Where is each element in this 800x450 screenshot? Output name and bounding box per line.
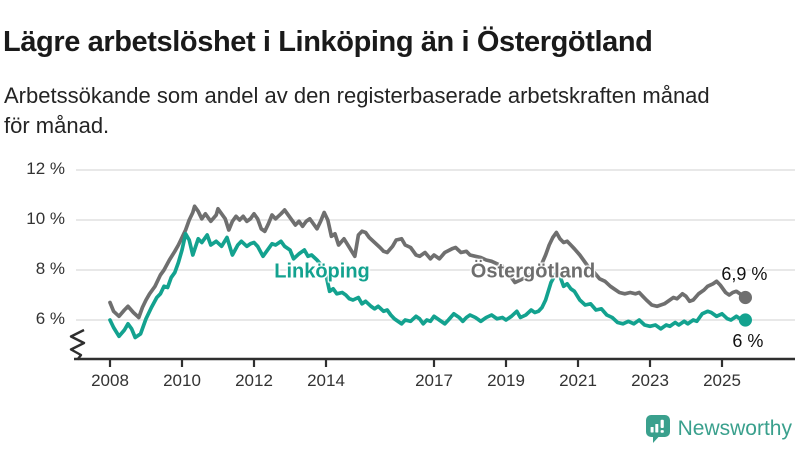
line-chart-plot: [69, 169, 795, 367]
chart-subtitle-line2: för månad.: [4, 113, 110, 138]
x-axis-label: 2019: [487, 371, 525, 390]
y-axis-label: 6 %: [35, 309, 65, 328]
series-label-linkoping: Linköping: [274, 260, 370, 283]
chart-subtitle-line1: Arbetssökande som andel av den registerb…: [4, 83, 710, 108]
x-axis-label: 2008: [91, 371, 129, 390]
x-axis-label: 2023: [631, 371, 669, 390]
y-axis-break-icon: [69, 328, 86, 361]
chart-title: Lägre arbetslöshet i Linköping än i Öste…: [3, 26, 653, 59]
x-axis-label: 2012: [235, 371, 273, 390]
y-axis-label: 10 %: [26, 209, 65, 228]
series-label-ostergotland: Östergötland: [470, 260, 596, 283]
x-axis-label: 2010: [163, 371, 201, 390]
end-value-label-linkoping: 6 %: [732, 331, 764, 351]
newsworthy-logo: Newsworthy: [645, 414, 792, 444]
series-line-linkoping: [108, 231, 748, 340]
series-end-dot-linkoping: [738, 313, 753, 327]
newsworthy-logo-text: Newsworthy: [677, 417, 792, 440]
y-axis-label: 8 %: [35, 259, 65, 278]
y-axis-label: 12 %: [26, 159, 65, 178]
x-axis-label: 2017: [415, 371, 453, 390]
x-axis-label: 2025: [703, 371, 741, 390]
newsworthy-bar-chart-bubble-icon: [645, 415, 670, 443]
series-end-dot-ostergotland: [738, 290, 753, 305]
series-line-ostergotland: [108, 204, 748, 320]
end-value-label-ostergotland: 6,9 %: [721, 263, 768, 284]
chart-subtitle: Arbetssökande som andel av den registerb…: [4, 81, 796, 141]
x-axis-label: 2021: [559, 371, 597, 390]
x-axis-label: 2014: [307, 371, 345, 390]
